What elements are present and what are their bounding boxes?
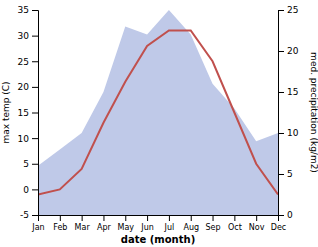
tick-mark <box>32 36 38 37</box>
tick-mark <box>278 10 284 11</box>
tick: Sep <box>206 215 221 232</box>
tick: Mar <box>75 215 91 232</box>
tick-label: Jun <box>140 223 154 232</box>
tick-label: Sep <box>206 223 221 232</box>
tick: Jul <box>164 215 175 232</box>
tick-mark <box>82 215 83 221</box>
marks <box>38 10 278 215</box>
tick-label: 25 <box>287 5 298 15</box>
tick-label: 10 <box>287 128 299 138</box>
y-axis: -5 0 5 10 15 20 25 30 35 <box>18 5 39 220</box>
tick-mark <box>125 215 126 221</box>
tick: 5 <box>23 159 38 169</box>
tick-mark <box>213 215 214 221</box>
tick-mark <box>191 215 192 221</box>
tick: Feb <box>53 215 67 232</box>
tick-mark <box>32 10 38 11</box>
tick: 20 <box>278 46 299 56</box>
tick-mark <box>32 87 38 88</box>
tick-label: 20 <box>18 82 30 92</box>
tick: 10 <box>18 134 38 144</box>
tick-label: 35 <box>18 5 29 15</box>
tick-label: 25 <box>18 57 29 67</box>
tick-mark <box>256 215 257 221</box>
tick-label: Mar <box>75 223 91 232</box>
tick-label: -5 <box>20 210 29 220</box>
line <box>38 31 278 195</box>
tick-mark <box>32 113 38 114</box>
tick-mark <box>32 189 38 190</box>
tick: 25 <box>278 5 298 15</box>
tick-label: 5 <box>23 159 29 169</box>
y2-axis: 0 5 10 15 20 25 <box>278 5 299 220</box>
tick-label: Jul <box>164 223 175 232</box>
tick-label: Jan <box>31 223 44 232</box>
tick-mark <box>278 215 284 216</box>
tick-mark <box>32 61 38 62</box>
tick-label: Oct <box>228 223 242 232</box>
tick: 0 <box>278 210 293 220</box>
tick-mark <box>278 51 284 52</box>
tick: Jun <box>140 215 154 232</box>
tick: Jan <box>31 215 44 232</box>
axis-line <box>32 11 39 216</box>
tick: Dec <box>271 215 286 232</box>
tick: Nov <box>249 215 265 232</box>
tick: 10 <box>278 128 299 138</box>
axis-line <box>39 216 279 222</box>
tick-label: 20 <box>287 46 299 56</box>
tick-mark <box>278 133 284 134</box>
tick: 15 <box>278 87 298 97</box>
tick-label: 10 <box>18 134 30 144</box>
axis-line <box>279 11 285 216</box>
tick-label: Nov <box>249 223 265 232</box>
tick-mark <box>278 174 284 175</box>
tick: 0 <box>23 185 38 195</box>
tick-label: 5 <box>287 169 293 179</box>
tick: -5 <box>20 210 38 220</box>
tick: 35 <box>18 5 38 15</box>
tick-label: May <box>117 223 134 232</box>
tick-label: Feb <box>53 223 67 232</box>
tick: Aug <box>183 215 199 232</box>
tick-label: 15 <box>18 108 29 118</box>
tick-mark <box>32 164 38 165</box>
tick-mark <box>278 92 284 93</box>
tick: 15 <box>18 108 38 118</box>
tick: 25 <box>18 57 38 67</box>
tick-label: 0 <box>23 185 29 195</box>
tick-mark <box>169 215 170 221</box>
x-axis-title: date (month) <box>121 234 195 245</box>
y2-axis-title: med. precipitation (kg/m2) <box>309 52 318 173</box>
tick-label: Dec <box>271 223 286 232</box>
tick: Apr <box>97 215 112 232</box>
tick: 20 <box>18 82 38 92</box>
tick-label: 30 <box>18 31 30 41</box>
y-axis-title: max temp (C) <box>1 81 11 143</box>
tick-mark <box>32 138 38 139</box>
area <box>38 10 278 215</box>
tick-mark <box>103 215 104 221</box>
tick-label: Aug <box>183 223 199 232</box>
plot: Jan Feb Mar Apr May Jun Jul Aug Sep Oct Nov Dec -5 0 5… <box>18 5 299 231</box>
tick: May <box>117 215 134 232</box>
tick: Oct <box>228 215 242 232</box>
tick-mark <box>60 215 61 221</box>
tick-mark <box>147 215 148 221</box>
tick-label: 15 <box>287 87 298 97</box>
tick-mark <box>32 215 38 216</box>
tick-label: 0 <box>287 210 293 220</box>
tick-label: Apr <box>97 223 112 232</box>
tick: 5 <box>278 169 293 179</box>
tick: 30 <box>18 31 38 41</box>
x-axis: Jan Feb Mar Apr May Jun Jul Aug Sep Oct Nov Dec <box>31 215 286 232</box>
tick-mark <box>234 215 235 221</box>
chart: Jan Feb Mar Apr May Jun Jul Aug Sep Oct Nov Dec -5 0 5… <box>0 0 318 247</box>
